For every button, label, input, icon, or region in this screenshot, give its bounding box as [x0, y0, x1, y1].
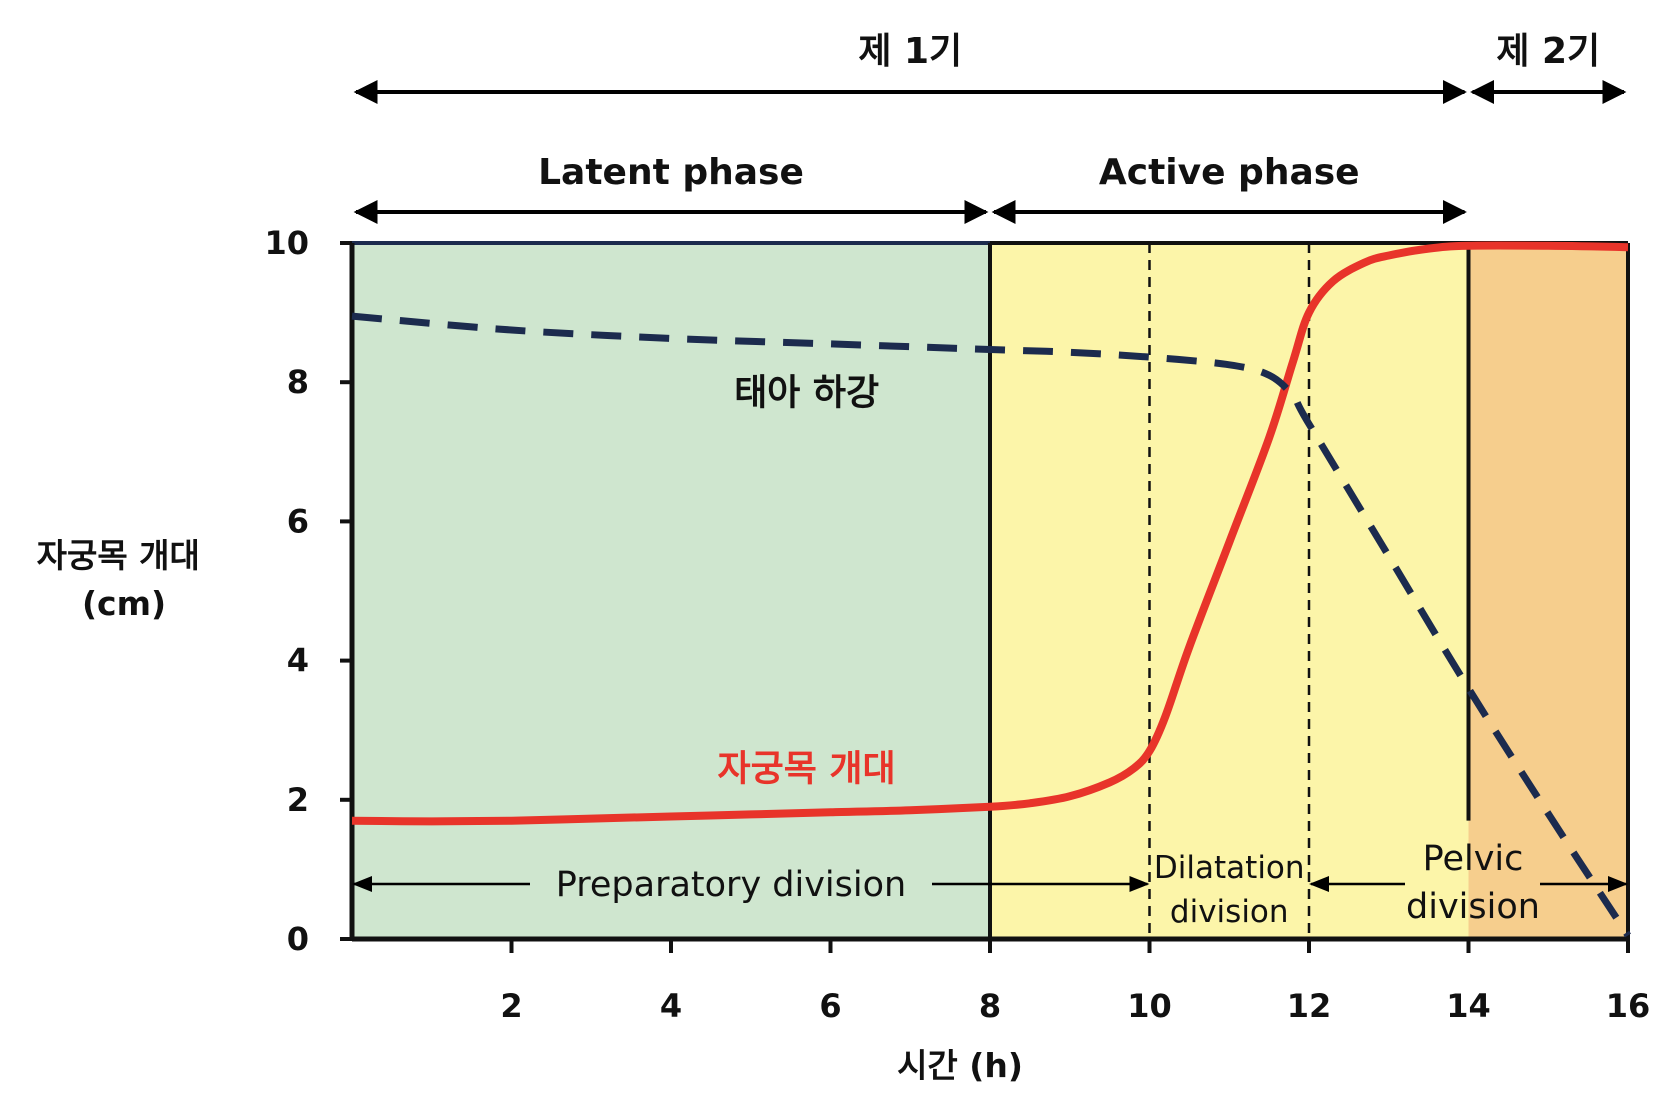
x-tick-label-2: 2 [500, 987, 522, 1025]
y-axis-title-line-1: 자궁목 개대 [37, 536, 200, 575]
phase-2-label: Active phase [1099, 152, 1360, 193]
data-series [351, 241, 1631, 938]
division-labels: Preparatory division Dilatation divisionPe… [352, 839, 1628, 930]
region-2 [1468, 243, 1628, 939]
x-tick-label-8: 8 [979, 987, 1001, 1025]
phase-brackets: 제 1기 제 2기 Latent phase Active phase [353, 31, 1627, 224]
annotation-0: 태아 하강 [734, 373, 879, 414]
y-tick-label-6: 6 [287, 502, 309, 540]
y-tick-label-10: 10 [264, 224, 309, 262]
series-line-1 [351, 312, 1631, 938]
y-tick-label-8: 8 [287, 363, 309, 401]
stage-1-label: 제 1기 [858, 31, 962, 72]
x-axis-title: 시간 (h) [897, 1046, 1023, 1085]
dilatation-division-line-1: Dilatation [1154, 850, 1305, 886]
region-1 [990, 243, 1469, 939]
dilatation-division-label: Dilatation division [1154, 850, 1305, 930]
x-tick-label-10: 10 [1127, 987, 1172, 1025]
y-axis-title-line-2: (cm) [82, 584, 166, 623]
x-tick-label-16: 16 [1606, 987, 1651, 1025]
annotation-1: 자궁목 개대 [718, 748, 896, 789]
y-tick-label-2: 2 [287, 781, 309, 819]
stage-2-label: 제 2기 [1496, 31, 1600, 72]
preparatory-division-label: Preparatory division [556, 865, 906, 905]
y-tick-label-0: 0 [287, 920, 309, 958]
y-tick-label-4: 4 [287, 642, 309, 680]
y-axis-title: 자궁목 개대 (cm) [37, 536, 212, 623]
x-tick-label-4: 4 [660, 987, 682, 1025]
phase-1-label: Latent phase [538, 152, 804, 193]
pelvic-division-label: Pelvic division [1406, 839, 1540, 927]
x-tick-label-6: 6 [819, 987, 841, 1025]
x-tick-label-12: 12 [1287, 987, 1332, 1025]
dilatation-division-line-2: division [1170, 894, 1289, 930]
series-line-0 [351, 241, 1629, 826]
pelvic-division-line-2: division [1406, 887, 1540, 927]
division-dividers [1148, 243, 1311, 939]
pelvic-division-line-1: Pelvic [1423, 839, 1524, 879]
x-tick-label-14: 14 [1446, 987, 1491, 1025]
